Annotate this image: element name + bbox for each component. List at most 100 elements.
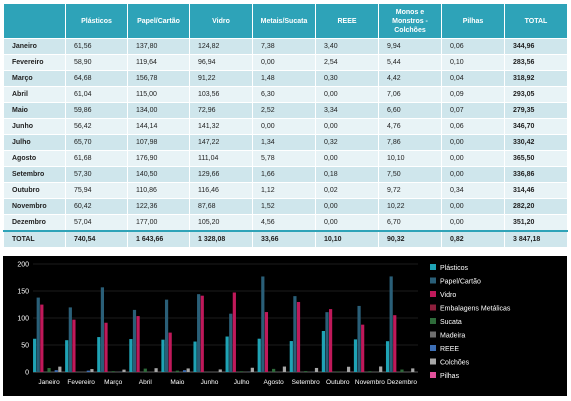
table-cell: 0,10 [442, 55, 505, 71]
table-cell: 61,68 [66, 151, 128, 167]
row-label: Janeiro [4, 39, 66, 55]
header-corner [4, 4, 66, 39]
table-cell: 318,92 [505, 71, 568, 87]
table-cell: 336,86 [505, 167, 568, 183]
table-cell: 107,98 [128, 135, 190, 151]
x-tick-label: Novembro [355, 379, 385, 386]
x-tick-label: Agosto [264, 379, 285, 386]
table-cell: 1,34 [253, 135, 316, 151]
bar [176, 371, 179, 372]
legend-swatch [430, 345, 436, 351]
x-tick-label: Abril [139, 379, 153, 386]
legend-swatch [430, 264, 436, 270]
row-label: Setembro [4, 167, 66, 183]
table-cell: 96,94 [190, 55, 253, 71]
bar [97, 337, 100, 372]
bar [169, 333, 172, 372]
table-cell: 7,38 [253, 39, 316, 55]
bar [368, 371, 371, 372]
table-cell: 4,76 [379, 119, 442, 135]
table-cell: 129,66 [190, 167, 253, 183]
legend-label: Papel/Cartão [440, 279, 481, 286]
bar [136, 316, 139, 372]
legend-swatch [430, 291, 436, 297]
table-cell: 64,68 [66, 71, 128, 87]
bar [144, 369, 147, 372]
table-cell: 177,00 [128, 215, 190, 232]
table-cell: 7,86 [379, 135, 442, 151]
row-label: Junho [4, 119, 66, 135]
bar [304, 371, 307, 372]
row-label: Agosto [4, 151, 66, 167]
column-header: TOTAL [505, 4, 568, 39]
table-cell: 1,66 [253, 167, 316, 183]
table-cell: 60,42 [66, 199, 128, 215]
table-cell: 91,22 [190, 71, 253, 87]
legend-swatch [430, 278, 436, 284]
table-cell: 0,00 [316, 87, 379, 103]
table-cell: 56,42 [66, 119, 128, 135]
bar [37, 298, 40, 372]
bar [329, 309, 332, 372]
bar [261, 276, 264, 372]
y-tick-label: 100 [17, 316, 29, 323]
table-cell: 0,00 [442, 167, 505, 183]
column-header: REEE [316, 4, 379, 39]
row-label: Maio [4, 103, 66, 119]
table-cell: 344,96 [505, 39, 568, 55]
table-cell: 116,46 [190, 183, 253, 199]
bar [33, 339, 36, 372]
table-cell: 1,12 [253, 183, 316, 199]
table-cell: 3,34 [316, 103, 379, 119]
legend-label: REEE [440, 346, 459, 353]
table-cell: 5,44 [379, 55, 442, 71]
table-cell: 0,00 [442, 151, 505, 167]
x-tick-label: Setembro [292, 379, 321, 386]
table-cell: 61,56 [66, 39, 128, 55]
legend-swatch [430, 332, 436, 338]
table-cell: 4,56 [253, 215, 316, 232]
bar [315, 368, 318, 372]
table-cell: 0,00 [316, 199, 379, 215]
table-cell: 1 328,08 [190, 231, 253, 248]
table-cell: 2,52 [253, 103, 316, 119]
row-label: Novembro [4, 199, 66, 215]
table-cell: 75,94 [66, 183, 128, 199]
table-cell: 147,22 [190, 135, 253, 151]
bar [411, 368, 414, 372]
table-cell: 2,54 [316, 55, 379, 71]
table-cell: 0,00 [316, 215, 379, 232]
table-cell: 103,56 [190, 87, 253, 103]
table-cell: 0,34 [442, 183, 505, 199]
table-cell: 0,00 [442, 199, 505, 215]
table-cell: 0,00 [316, 151, 379, 167]
table-cell: 0,82 [442, 231, 505, 248]
table-cell: 57,04 [66, 215, 128, 232]
table-cell: 5,78 [253, 151, 316, 167]
bar [65, 340, 68, 372]
column-header: Metais/Sucata [253, 4, 316, 39]
table-cell: 58,90 [66, 55, 128, 71]
bar [233, 293, 236, 372]
table-cell: 61,04 [66, 87, 128, 103]
row-label: Março [4, 71, 66, 87]
table-cell: 105,20 [190, 215, 253, 232]
bar [272, 369, 275, 372]
table-cell: 72,96 [190, 103, 253, 119]
table-cell: 0,00 [442, 135, 505, 151]
table-cell: 283,56 [505, 55, 568, 71]
table-cell: 33,66 [253, 231, 316, 248]
column-header: Vidro [190, 4, 253, 39]
bar [187, 368, 190, 372]
row-label: Fevereiro [4, 55, 66, 71]
x-tick-label: Dezembro [387, 379, 417, 386]
